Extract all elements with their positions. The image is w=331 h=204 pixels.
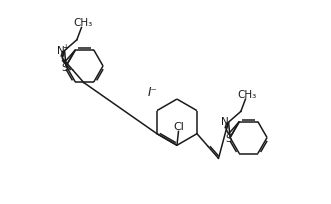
- Text: N: N: [57, 45, 65, 55]
- Text: S: S: [61, 63, 68, 73]
- Text: CH₃: CH₃: [237, 89, 257, 99]
- Text: S: S: [225, 134, 232, 144]
- Text: CH₃: CH₃: [73, 18, 93, 28]
- Text: +: +: [62, 43, 69, 52]
- Text: N: N: [221, 117, 229, 127]
- Text: I⁻: I⁻: [147, 85, 157, 98]
- Text: Cl: Cl: [173, 121, 184, 131]
